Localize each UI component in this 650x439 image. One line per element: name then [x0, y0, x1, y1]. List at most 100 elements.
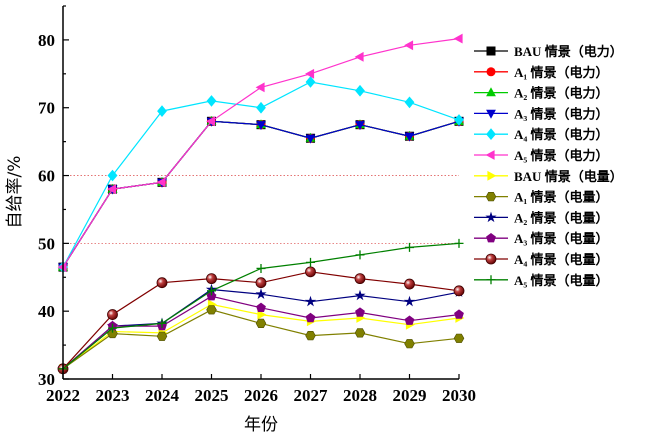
series-4 [58, 117, 464, 273]
data-point-s5-2030 [454, 114, 464, 126]
y-tick-label: 60 [38, 167, 55, 186]
x-tick-label: 2028 [343, 386, 377, 405]
legend-marker [486, 275, 496, 285]
data-point-s8-2030 [453, 333, 465, 343]
legend-item-5: A₄ 情景（电力） [474, 127, 609, 142]
data-point-s12-2023 [108, 323, 117, 333]
data-point-s8-2027 [305, 330, 316, 341]
legend-label: A₁ 情景（电力） [514, 65, 609, 80]
data-point-s11-2030 [453, 285, 465, 297]
data-point-s10-2028 [355, 307, 365, 317]
legend-item-12: A₅ 情景（电量） [474, 273, 609, 288]
data-point-s11-2028 [354, 273, 366, 285]
series-5 [58, 76, 464, 273]
legend-marker [485, 253, 497, 265]
legend-marker [486, 233, 496, 243]
series-line-6 [62, 38, 460, 268]
data-point-s4-2029 [404, 132, 415, 142]
data-point-s8-2025 [206, 305, 217, 315]
legend-label: A₅ 情景（电量） [514, 273, 609, 288]
x-tick-label: 2022 [46, 386, 80, 405]
data-point-s4-2028 [355, 121, 365, 131]
legend-label: A₃ 情景（电力） [514, 106, 609, 121]
data-point-s10-2025 [206, 291, 217, 301]
legend-marker [486, 128, 496, 140]
x-ticks: 2022 2023 2024 2025 2026 2027 2028 2029 2030 [46, 374, 476, 405]
legend-item-10: A₃ 情景（电量） [474, 231, 609, 246]
legend-item-4: A₃ 情景（电力） [474, 106, 609, 121]
data-point-s9-2026 [255, 288, 267, 299]
series-3 [58, 115, 464, 271]
x-tick-label: 2026 [244, 386, 278, 405]
series-6 [57, 33, 463, 273]
series-8 [57, 305, 465, 374]
legend-item-11: A₄ 情景（电量） [474, 252, 609, 267]
reference-lines [63, 175, 459, 244]
legend-marker [486, 67, 496, 77]
data-point-s11-2024 [156, 277, 168, 289]
legend-item-6: A₅ 情景（电力） [474, 148, 609, 163]
data-point-s12-2029 [405, 242, 414, 252]
y-axis-title: 自给率/% [5, 156, 25, 229]
legend: BAU 情景（电力） A₁ 情景（电力） A₂ 情景（电力） A₃ 情景（电力） A₄ … [474, 44, 623, 288]
data-point-s8-2024 [156, 331, 168, 341]
data-point-s6-2030 [453, 33, 463, 44]
data-point-s9-2027 [304, 295, 317, 307]
y-tick-label: 50 [38, 234, 55, 253]
legend-marker [486, 46, 496, 56]
data-point-s12-2024 [157, 318, 167, 328]
legend-marker [485, 211, 497, 223]
data-point-s9-2029 [403, 295, 416, 307]
data-point-s6-2025 [206, 116, 216, 127]
data-point-s6-2027 [305, 68, 315, 79]
series-line-1 [62, 120, 460, 268]
x-tick-label: 2027 [294, 386, 329, 405]
legend-item-3: A₂ 情景（电力） [474, 86, 609, 101]
y-ticks: 30 40 50 60 70 80 [38, 5, 69, 389]
data-point-s4-2027 [305, 134, 316, 144]
legend-item-2: A₁ 情景（电力） [474, 65, 609, 80]
legend-label: A₃ 情景（电量） [514, 231, 609, 246]
data-point-s11-2029 [404, 278, 415, 290]
data-point-s8-2026 [255, 318, 267, 329]
data-point-s8-2028 [354, 328, 366, 338]
data-point-s6-2022 [57, 262, 67, 273]
data-point-s8-2029 [404, 339, 415, 349]
data-point-s5-2024 [157, 105, 167, 117]
legend-marker [486, 87, 496, 97]
data-point-s12-2027 [306, 257, 315, 267]
series-line-4 [62, 120, 460, 268]
data-point-s12-2025 [207, 286, 216, 296]
data-point-s10-2027 [305, 312, 316, 323]
legend-item-1: BAU 情景（电力） [474, 44, 623, 59]
legend-marker [485, 150, 495, 160]
legend-label: A₁ 情景（电量） [514, 190, 609, 205]
y-tick-label: 80 [38, 31, 55, 50]
legend-marker [485, 192, 497, 202]
y-tick-label: 40 [38, 302, 55, 321]
legend-label: A₄ 情景（电量） [514, 252, 609, 267]
series-line-9 [62, 288, 460, 370]
y-tick-label: 30 [38, 370, 55, 389]
data-point-s5-2026 [256, 101, 266, 114]
x-tick-label: 2030 [442, 386, 476, 405]
x-tick-label: 2029 [393, 386, 427, 405]
legend-label: A₅ 情景（电力） [514, 148, 609, 163]
x-axis-title: 年份 [244, 415, 278, 435]
data-point-s5-2023 [107, 169, 118, 182]
series-layer [57, 33, 465, 375]
x-tick-label: 2024 [145, 386, 180, 405]
x-tick-label: 2025 [195, 386, 229, 405]
data-point-s12-2030 [454, 238, 464, 248]
legend-item-7: BAU 情景（电量） [474, 169, 623, 184]
data-point-s11-2026 [255, 277, 267, 289]
legend-label: BAU 情景（电量） [514, 169, 623, 184]
data-point-s6-2024 [156, 177, 166, 188]
legend-label: A₄ 情景（电力） [514, 127, 609, 142]
data-point-s6-2028 [354, 51, 364, 62]
data-point-s10-2030 [454, 309, 464, 319]
y-tick-label: 70 [38, 99, 55, 118]
data-point-s11-2027 [305, 266, 316, 278]
data-point-s5-2025 [206, 95, 217, 107]
